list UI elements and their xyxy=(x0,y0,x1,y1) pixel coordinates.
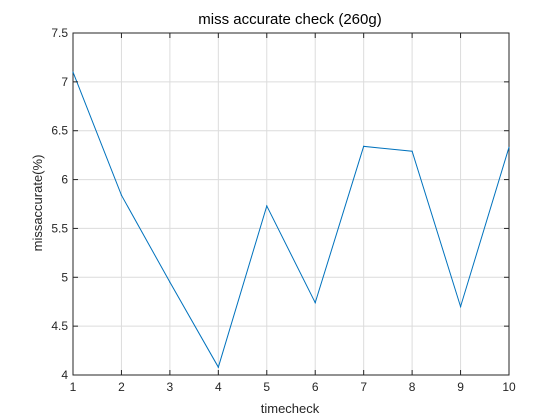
y-tick-label: 4.5 xyxy=(51,319,68,333)
y-tick-label: 4 xyxy=(61,368,68,382)
x-axis-label: timecheck xyxy=(261,401,320,416)
y-tick-label: 5.5 xyxy=(51,221,68,235)
x-tick-label: 5 xyxy=(263,380,270,394)
x-tick-label: 9 xyxy=(457,380,464,394)
data-point xyxy=(120,194,123,196)
data-point xyxy=(411,150,413,152)
data-point xyxy=(169,281,171,283)
y-tick-label: 7.5 xyxy=(51,26,68,40)
data-point xyxy=(508,146,510,148)
x-tick-label: 8 xyxy=(409,380,416,394)
chart-title: miss accurate check (260g) xyxy=(198,11,381,28)
x-tick-label: 1 xyxy=(70,380,77,394)
axes-box xyxy=(72,32,510,376)
x-tick-label: 7 xyxy=(360,380,367,394)
data-point xyxy=(459,306,462,308)
data-point xyxy=(72,71,74,73)
y-tick-label: 6.5 xyxy=(51,124,68,138)
x-tick-label: 4 xyxy=(215,380,222,394)
x-tick-label: 2 xyxy=(118,380,125,394)
data-point xyxy=(314,302,316,304)
plot-area xyxy=(73,33,509,375)
data-point xyxy=(266,205,268,207)
x-tick-label: 3 xyxy=(167,380,174,394)
data-point xyxy=(363,145,365,147)
y-tick-label: 6 xyxy=(61,173,68,187)
y-axis-label: missaccurate(%) xyxy=(30,155,45,252)
y-tick-label: 7 xyxy=(61,75,68,89)
x-tick-label: 6 xyxy=(312,380,319,394)
data-point xyxy=(217,366,219,368)
series-line xyxy=(72,71,510,369)
y-tick-label: 5 xyxy=(61,270,68,284)
x-tick-label: 10 xyxy=(502,380,516,394)
